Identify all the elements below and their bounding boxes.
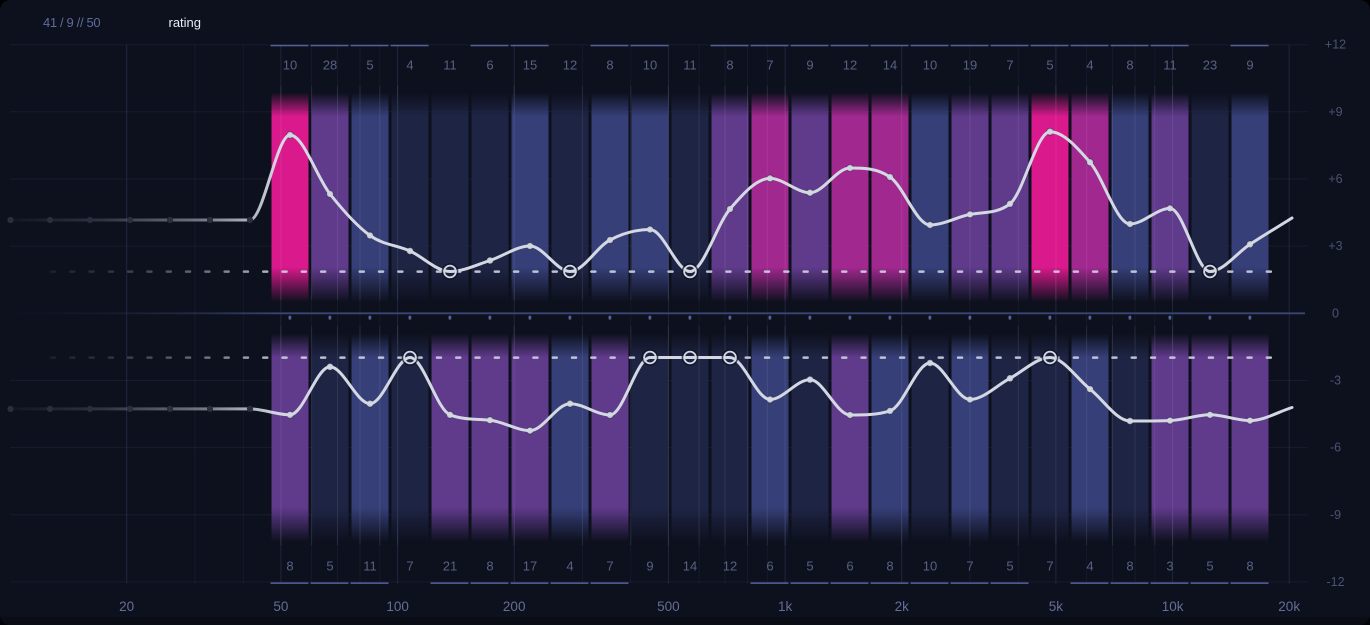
svg-text:4: 4 [1086, 58, 1093, 73]
svg-text:11: 11 [1163, 58, 1177, 73]
svg-text:5: 5 [1006, 559, 1013, 574]
svg-text:5: 5 [1046, 58, 1053, 73]
svg-text:100: 100 [386, 599, 409, 614]
svg-text:7: 7 [966, 559, 973, 574]
svg-text:3: 3 [1166, 559, 1173, 574]
svg-text:11: 11 [683, 58, 697, 73]
svg-text:7: 7 [1046, 559, 1053, 574]
svg-text:-3: -3 [1330, 374, 1341, 388]
svg-text:28: 28 [323, 58, 337, 73]
svg-text:10: 10 [643, 58, 657, 73]
svg-text:10: 10 [283, 58, 297, 73]
svg-text:200: 200 [503, 599, 526, 614]
svg-text:8: 8 [286, 559, 293, 574]
svg-text:9: 9 [646, 559, 653, 574]
svg-text:23: 23 [1203, 58, 1217, 73]
svg-text:7: 7 [406, 559, 413, 574]
svg-text:+9: +9 [1328, 105, 1342, 119]
svg-text:15: 15 [523, 58, 537, 73]
svg-text:+12: +12 [1325, 38, 1346, 52]
svg-text:17: 17 [523, 559, 537, 574]
svg-text:10: 10 [923, 58, 937, 73]
svg-text:8: 8 [1246, 559, 1253, 574]
svg-text:8: 8 [1126, 559, 1133, 574]
svg-text:12: 12 [843, 58, 857, 73]
svg-text:6: 6 [766, 559, 773, 574]
svg-text:6: 6 [486, 58, 493, 73]
svg-text:+3: +3 [1328, 239, 1342, 253]
svg-text:10k: 10k [1162, 599, 1184, 614]
svg-text:4: 4 [1086, 559, 1093, 574]
svg-text:9: 9 [806, 58, 813, 73]
svg-text:5k: 5k [1049, 599, 1064, 614]
svg-text:6: 6 [846, 559, 853, 574]
svg-text:2k: 2k [895, 599, 910, 614]
svg-text:12: 12 [723, 559, 737, 574]
svg-text:41 / 9 // 50: 41 / 9 // 50 [43, 15, 100, 30]
svg-text:-6: -6 [1330, 441, 1341, 455]
svg-text:-12: -12 [1326, 575, 1344, 589]
svg-text:9: 9 [1246, 58, 1253, 73]
svg-text:20: 20 [119, 599, 134, 614]
svg-text:7: 7 [1006, 58, 1013, 73]
svg-text:21: 21 [443, 559, 457, 574]
svg-text:5: 5 [326, 559, 333, 574]
svg-text:5: 5 [1206, 559, 1213, 574]
svg-text:14: 14 [883, 58, 897, 73]
svg-text:8: 8 [726, 58, 733, 73]
svg-text:8: 8 [886, 559, 893, 574]
svg-text:7: 7 [766, 58, 773, 73]
svg-text:1k: 1k [778, 599, 793, 614]
svg-text:11: 11 [443, 58, 457, 73]
svg-text:5: 5 [806, 559, 813, 574]
svg-text:8: 8 [606, 58, 613, 73]
svg-text:19: 19 [963, 58, 977, 73]
svg-text:0: 0 [1332, 306, 1339, 320]
svg-text:8: 8 [1126, 58, 1133, 73]
svg-text:11: 11 [363, 559, 377, 574]
svg-text:14: 14 [683, 559, 697, 574]
svg-text:7: 7 [606, 559, 613, 574]
svg-text:rating: rating [169, 15, 202, 30]
svg-text:+6: +6 [1328, 172, 1342, 186]
svg-text:20k: 20k [1278, 599, 1300, 614]
svg-text:4: 4 [406, 58, 413, 73]
svg-text:4: 4 [566, 559, 573, 574]
svg-text:50: 50 [273, 599, 288, 614]
svg-text:500: 500 [657, 599, 680, 614]
svg-text:5: 5 [366, 58, 373, 73]
svg-text:-9: -9 [1330, 508, 1341, 522]
svg-text:10: 10 [923, 559, 937, 574]
svg-text:8: 8 [486, 559, 493, 574]
svg-text:12: 12 [563, 58, 577, 73]
